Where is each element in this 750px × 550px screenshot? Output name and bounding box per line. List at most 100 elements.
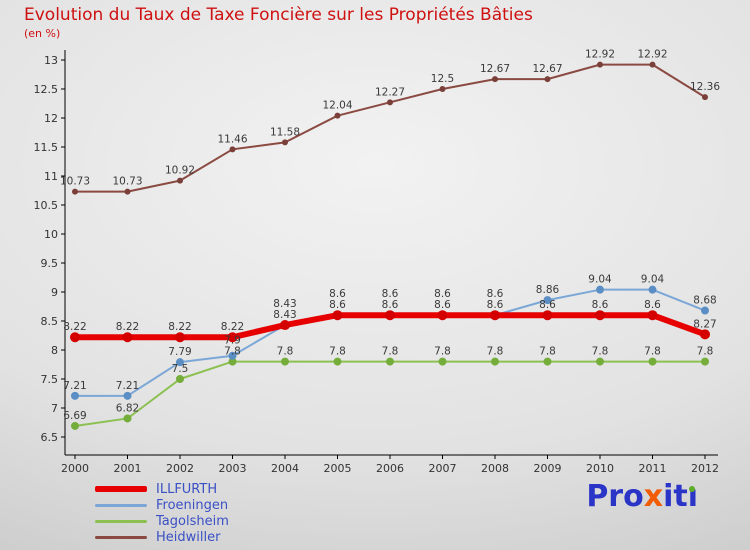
data-point — [543, 357, 552, 366]
data-label: 8.68 — [693, 295, 716, 307]
data-label: 8.6 — [382, 299, 399, 311]
legend-swatch — [95, 503, 147, 507]
y-tick-label: 7 — [51, 402, 58, 415]
y-tick-label: 11 — [44, 170, 58, 183]
data-point — [227, 332, 238, 343]
data-point — [597, 61, 603, 68]
data-label: 8.43 — [273, 309, 296, 321]
data-point — [387, 99, 393, 106]
data-point — [177, 177, 183, 184]
data-point — [122, 332, 133, 343]
logo-letter: it — [663, 479, 688, 514]
y-tick-label: 8 — [51, 344, 58, 357]
data-point — [333, 357, 342, 366]
logo-letter: ı — [687, 479, 698, 514]
data-point — [70, 332, 80, 343]
data-point — [123, 414, 132, 423]
data-point — [543, 296, 552, 305]
data-label: 7.21 — [116, 380, 139, 392]
data-label: 8.6 — [329, 288, 346, 300]
y-tick-label: 12.5 — [34, 83, 59, 96]
data-point — [175, 332, 185, 343]
data-label: 12.04 — [322, 100, 352, 112]
data-point — [700, 329, 710, 340]
x-tick-label: 2009 — [534, 462, 562, 475]
data-label: 8.22 — [116, 321, 139, 333]
data-point — [228, 351, 237, 360]
data-label: 8.6 — [539, 299, 556, 311]
data-point — [386, 357, 394, 366]
data-label: 12.27 — [375, 86, 405, 98]
data-point — [542, 310, 553, 321]
legend-item-heidwiller: Heidwiller — [95, 529, 229, 545]
data-point — [701, 357, 709, 366]
data-point — [123, 391, 132, 400]
data-label: 7.8 — [539, 346, 556, 358]
logo-letter: Pro — [586, 479, 644, 514]
data-label: 12.92 — [637, 49, 667, 61]
data-point — [71, 391, 79, 400]
data-label: 8.6 — [592, 299, 609, 311]
data-label: 10.73 — [60, 176, 90, 188]
x-tick-label: 2004 — [271, 462, 299, 475]
data-label: 12.67 — [480, 63, 510, 75]
x-tick-label: 2007 — [429, 462, 457, 475]
legend-swatch — [95, 519, 147, 523]
data-point — [491, 357, 499, 366]
legend-label: Froeningen — [156, 497, 229, 513]
data-label: 6.69 — [63, 410, 86, 422]
data-point — [437, 310, 448, 321]
x-tick-label: 2003 — [219, 462, 247, 475]
x-tick-label: 2006 — [376, 462, 404, 475]
legend-item-froeningen: Froeningen — [95, 497, 229, 513]
data-label: 8.6 — [644, 299, 661, 311]
data-point — [176, 375, 184, 383]
x-tick-label: 2002 — [166, 462, 194, 475]
data-point — [229, 146, 236, 153]
y-tick-label: 11.5 — [34, 141, 59, 154]
data-label: 7.8 — [434, 346, 451, 358]
data-label: 11.46 — [217, 133, 247, 145]
y-tick-label: 10.5 — [34, 199, 59, 212]
legend-label: ILLFURTH — [156, 481, 218, 497]
series-line-tagolsheim — [74, 360, 706, 427]
legend-swatch — [95, 535, 147, 539]
data-label: 7.21 — [63, 380, 86, 392]
y-tick-label: 8.5 — [41, 315, 59, 328]
y-tick-label: 6.5 — [41, 431, 59, 444]
data-label: 10.73 — [112, 176, 142, 188]
data-label: 9.04 — [588, 274, 612, 286]
data-point — [648, 285, 657, 294]
data-point — [176, 358, 184, 367]
legend-label: Heidwiller — [156, 529, 221, 545]
data-label: 7.8 — [277, 346, 294, 358]
x-tick-label: 2011 — [639, 462, 667, 475]
data-label: 8.6 — [329, 299, 346, 311]
data-point — [649, 61, 656, 68]
data-label: 12.67 — [532, 63, 562, 75]
data-point — [647, 310, 658, 321]
data-label: 9.04 — [641, 274, 665, 286]
data-label: 8.6 — [382, 288, 399, 300]
data-point — [596, 285, 604, 294]
data-label: 12.36 — [690, 81, 720, 93]
y-tick-label: 13 — [44, 54, 58, 67]
data-point — [281, 357, 289, 366]
x-tick-label: 2005 — [324, 462, 352, 475]
x-tick-label: 2008 — [481, 462, 509, 475]
data-label: 7.79 — [168, 346, 191, 358]
legend-item-tagolsheim: Tagolsheim — [95, 513, 229, 529]
x-tick-label: 2012 — [691, 462, 719, 475]
legend-swatch — [95, 486, 147, 492]
data-label: 6.82 — [116, 402, 139, 414]
logo-i-dot — [688, 486, 695, 492]
data-label: 8.6 — [434, 299, 451, 311]
data-point — [701, 306, 709, 315]
x-tick-label: 2001 — [114, 462, 142, 475]
data-point — [385, 310, 395, 321]
data-label: 11.58 — [270, 126, 300, 138]
data-point — [124, 188, 131, 195]
data-point — [648, 357, 657, 366]
data-label: 12.92 — [585, 49, 615, 61]
